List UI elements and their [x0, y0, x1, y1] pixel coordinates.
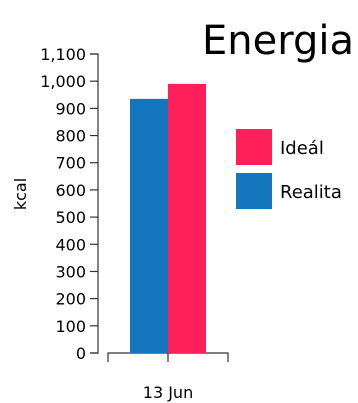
y-tick-label: 500 — [55, 208, 86, 227]
legend: Ideál Realita — [236, 129, 342, 209]
y-axis-line — [90, 53, 99, 354]
bars — [130, 83, 206, 354]
bar-realita — [130, 98, 168, 353]
y-tick-label: 400 — [55, 235, 86, 254]
y-tick-label: 0 — [76, 344, 86, 363]
legend-swatch — [236, 173, 272, 209]
y-tick-label: 200 — [55, 290, 86, 309]
y-axis: 0 100 200 300 400 500 600 700 800 900 1,000 1,100 — [40, 45, 99, 363]
y-tick-label: 300 — [55, 262, 86, 281]
y-tick-label: 600 — [55, 181, 86, 200]
legend-swatch — [236, 129, 272, 165]
y-tick-label: 1,000 — [40, 72, 86, 91]
y-axis-label: kcal — [11, 178, 30, 210]
chart-title: Energia — [202, 18, 354, 64]
y-tick-label: 900 — [55, 99, 86, 118]
y-tick-label: 800 — [55, 127, 86, 146]
x-axis: 13 Jun — [107, 352, 229, 402]
y-tick-label: 700 — [55, 154, 86, 173]
legend-label: Realita — [280, 182, 342, 203]
y-tick-label: 100 — [55, 317, 86, 336]
x-tick-label: 13 Jun — [143, 383, 193, 402]
y-tick-label: 1,100 — [40, 45, 86, 64]
legend-label: Ideál — [280, 138, 324, 159]
bar-ideál — [168, 83, 206, 354]
